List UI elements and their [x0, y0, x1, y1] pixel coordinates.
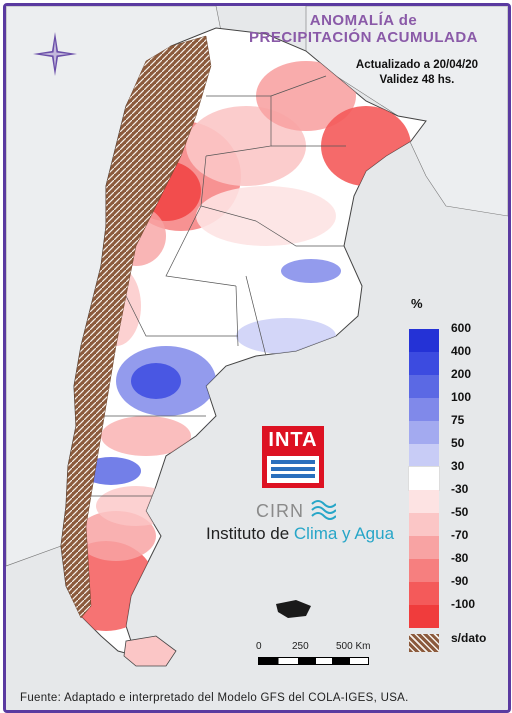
title-line-1: ANOMALÍA de	[309, 12, 418, 29]
legend-label: 30	[451, 459, 465, 473]
legend-label: 50	[451, 436, 465, 450]
legend-label: 75	[451, 413, 465, 427]
legend-label: -90	[451, 574, 469, 588]
legend-label: -80	[451, 551, 469, 565]
no-data-andes	[60, 35, 212, 619]
source-note: Fuente: Adaptado e interpretado del Mode…	[20, 692, 409, 704]
legend-swatch	[409, 582, 439, 605]
institute-name-b: Clima y Agua	[293, 524, 395, 543]
updated-date: Actualizado a 20/04/20	[355, 59, 478, 71]
legend-label: 600	[451, 321, 472, 335]
legend-swatch	[409, 444, 439, 467]
cirn-logo: CIRN	[256, 498, 337, 522]
scale-label-500: 500 Km	[336, 641, 371, 652]
legend-swatch	[409, 513, 439, 536]
legend-swatch	[409, 605, 439, 628]
map-title: ANOMALÍA de PRECIPITACIÓN ACUMULADA	[249, 12, 478, 46]
legend-label: -30	[451, 482, 469, 496]
compass-rose-icon	[33, 32, 77, 76]
institute-name-a: Instituto de	[206, 524, 294, 543]
legend-unit: %	[411, 296, 423, 311]
legend-label: s/dato	[451, 631, 487, 645]
legend-swatch	[409, 375, 439, 398]
legend-swatch	[409, 329, 439, 352]
legend-swatch	[408, 466, 440, 491]
legend-label: 400	[451, 344, 472, 358]
legend-label: -70	[451, 528, 469, 542]
tierra-del-fuego	[123, 635, 177, 667]
legend-swatch	[409, 398, 439, 421]
institute-name: Instituto de Clima y Agua	[206, 524, 394, 544]
cirn-text: CIRN	[256, 501, 304, 521]
malvinas-islands	[276, 600, 311, 618]
title-line-2: PRECIPITACIÓN ACUMULADA	[249, 29, 478, 46]
inta-logo: INTA	[262, 426, 324, 488]
legend-label: -50	[451, 505, 469, 519]
legend-swatch	[409, 421, 439, 444]
inta-logo-text: INTA	[268, 429, 318, 451]
legend-swatch	[409, 490, 439, 513]
map-frame: ANOMALÍA de PRECIPITACIÓN ACUMULADA Actu…	[3, 3, 511, 713]
inta-logo-waves	[267, 456, 319, 483]
legend-label: 200	[451, 367, 472, 381]
legend-swatch	[409, 352, 439, 375]
scale-label-0: 0	[256, 641, 262, 652]
legend-swatch	[409, 536, 439, 559]
scale-label-250: 250	[292, 641, 309, 652]
validity: Validez 48 hs.	[379, 74, 455, 86]
legend-swatch	[409, 559, 439, 582]
cirn-wave-icon	[311, 500, 337, 520]
legend-swatch	[409, 634, 439, 652]
scale-bar-graphic	[258, 657, 369, 665]
legend-label: -100	[451, 597, 476, 611]
legend-label: 100	[451, 390, 472, 404]
map-subtitle: Actualizado a 20/04/20 Validez 48 hs.	[356, 58, 478, 88]
